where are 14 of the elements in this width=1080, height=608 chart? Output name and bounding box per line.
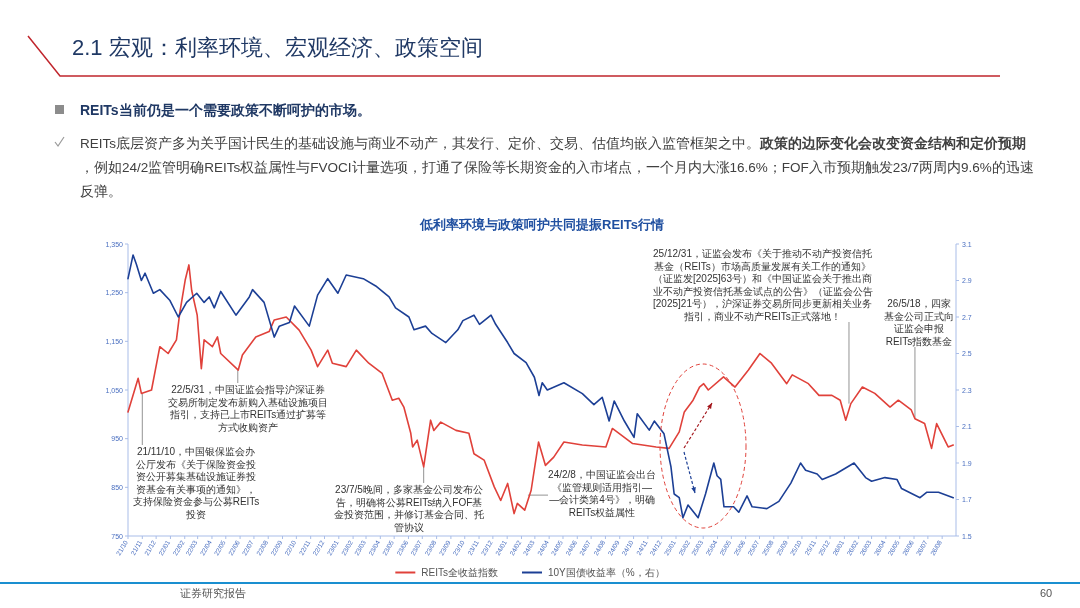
- chart-title: 低利率环境与政策呵护共同提振REITs行情: [419, 217, 664, 232]
- annotation: 21/11/10，中国银保监会办公厅发布《关于保险资金投资公开募集基础设施证券投资基金有关事项的通知》，支持保险资金参与公募REITs投资: [132, 446, 260, 520]
- text: 2.1 宏观：利率环境、宏观经济、政策空间: [72, 35, 483, 60]
- text: 证券研究报告: [180, 587, 246, 599]
- text: REITs当前仍是一个需要政策不断呵护的市场。: [80, 102, 371, 118]
- legend-label: 10Y国债收益率（%，右）: [547, 567, 665, 578]
- text: 60: [1040, 587, 1053, 599]
- annotation: 25/12/31，证监会发布《关于推动不动产投资信托基金（REITs）市场高质量发展有关工作的通知》（证监发[2025]63号）和《中国证监会关于推出商业不动产投资信托基金试点的公告》（证监会公告[2025]21号），沪深证券交易所同步更新相关业务指引，商业不动产REITs正式落地！: [652, 248, 873, 322]
- text: REITs底层资产多为关乎国计民生的基础设施与商业不动产，其发行、定价、交易、估值均嵌入监管框架之中。政策的边际变化会改变资金结构和定价预期，例如24/2监管明确REITs权益属性与FVOCI计量选项，打通了保险等长期资金的入市堵点，一个月内大涨16.6%；FOF入市预期触发23/7两周内9.6%的迅速反弹。: [80, 135, 1034, 199]
- annotation: 22/5/31，中国证监会指导沪深证券交易所制定发布新购入基础设施项目指引，支持已上市REITs通过扩募等方式收购资产: [168, 384, 328, 433]
- annotation: 23/7/5晚间，多家基金公司发布公告，明确将公募REITs纳入FOF基金投资范围，并修订基金合同、托管协议: [334, 484, 484, 533]
- legend-label: REITs全收益指数: [421, 567, 498, 578]
- annotation: 24/2/8，中国证监会出台《监管规则适用指引——会计类第4号》，明确REITs权益属性: [548, 469, 656, 518]
- annotation: 26/5/18，四家基金公司正式向证监会申报REITs指数基金: [884, 298, 954, 347]
